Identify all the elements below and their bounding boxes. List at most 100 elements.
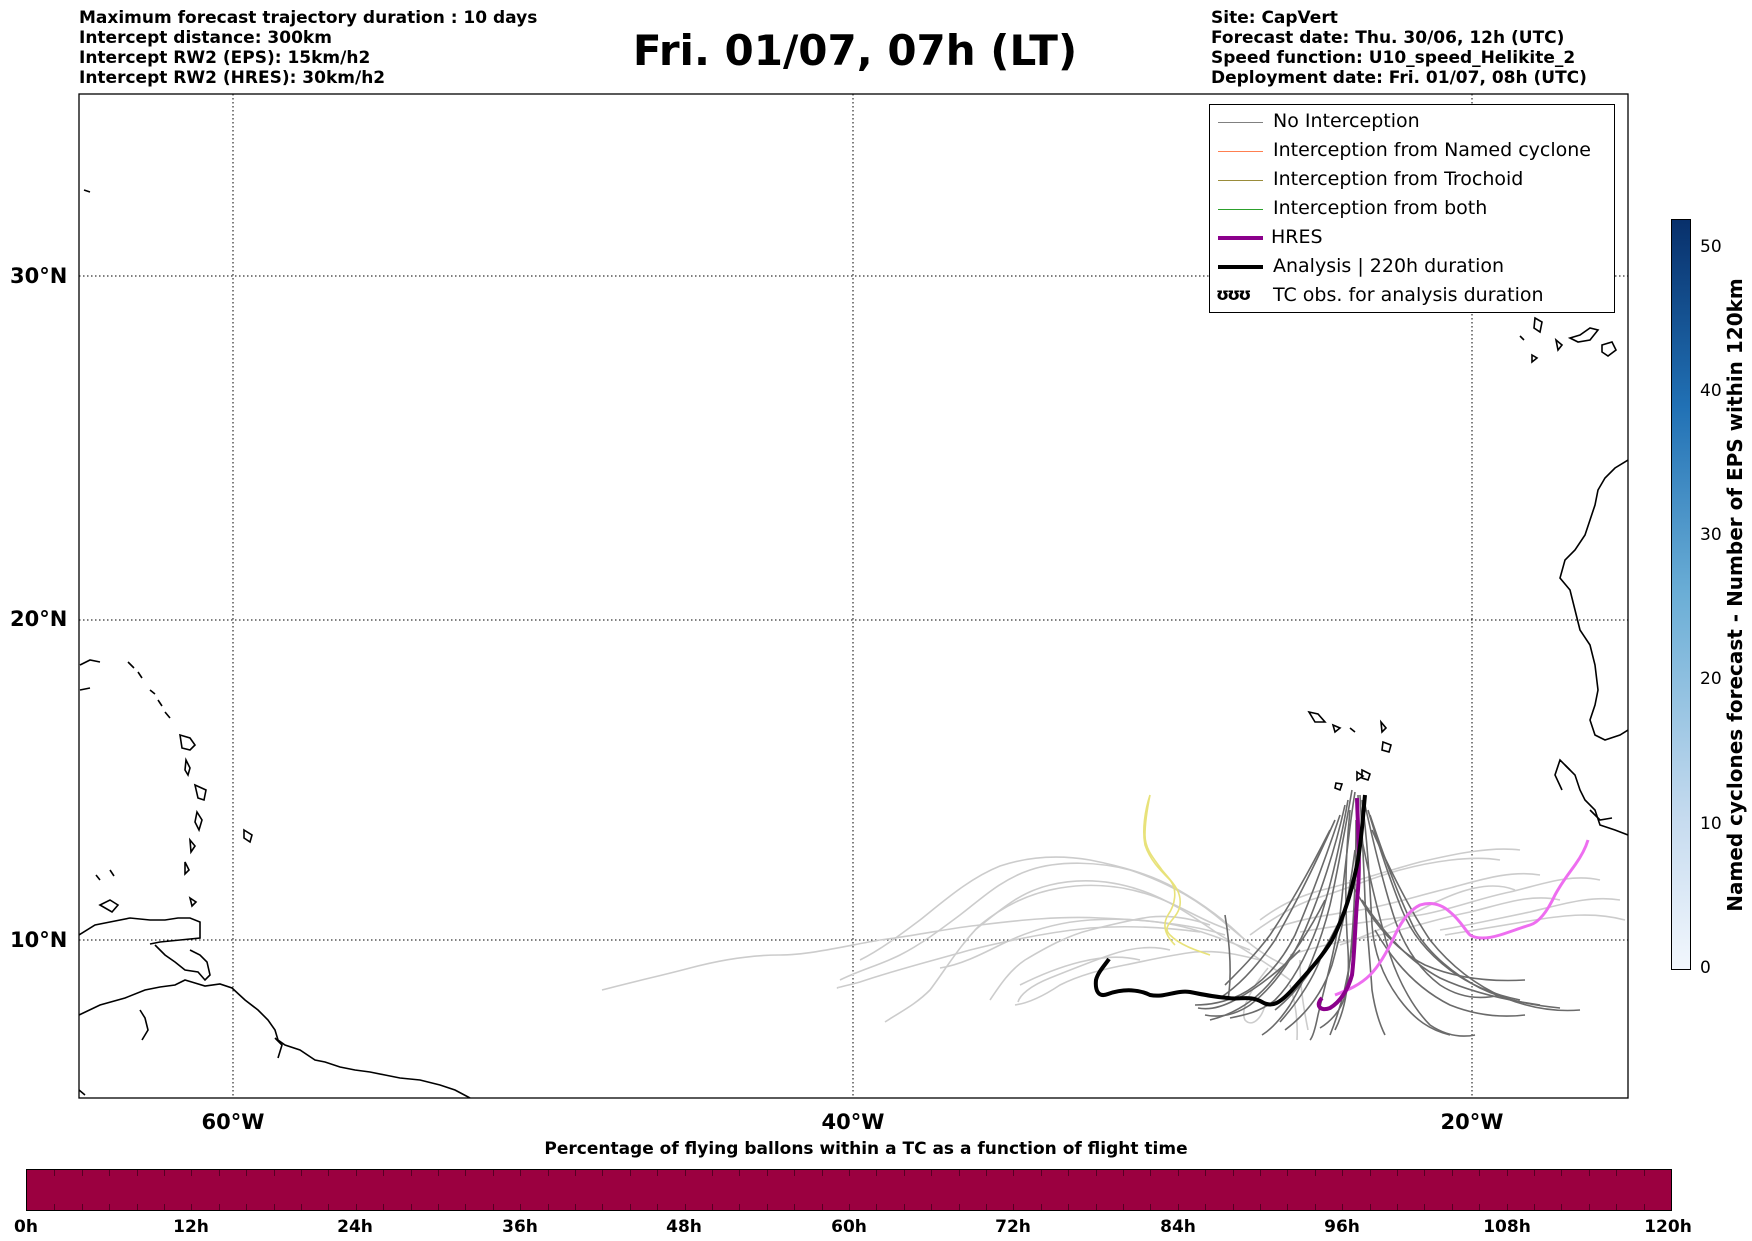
colorbar-tick: 48h <box>666 1217 702 1237</box>
colorbar-minor-tick <box>903 1170 905 1176</box>
trajectory <box>1349 879 1526 982</box>
colorbar-minor-tick <box>1479 1170 1481 1176</box>
island <box>188 896 198 908</box>
colorbar-minor-tick <box>712 1170 713 1176</box>
trajectory <box>1259 848 1521 921</box>
islands-virgin <box>127 661 171 719</box>
colorbar-minor-tick <box>1616 1204 1618 1210</box>
colorbar-minor-tick <box>1643 1204 1645 1210</box>
colorbar-minor-tick <box>1013 1204 1015 1210</box>
colorbar-tick: 72h <box>995 1217 1031 1237</box>
colorbar-minor-tick <box>300 1170 302 1176</box>
coast-lake <box>139 1009 149 1041</box>
island-cabo-verde <box>1331 723 1342 734</box>
colorbar-minor-tick <box>657 1204 659 1210</box>
colorbar-minor-tick <box>1616 1170 1618 1176</box>
lat-label-30n: 30°N <box>10 264 68 288</box>
legend-item-hres: HRES <box>1210 225 1614 254</box>
trajectory <box>1261 789 1353 1036</box>
colorbar-minor-tick <box>876 1204 878 1210</box>
colorbar-minor-tick <box>547 1204 549 1210</box>
colorbar-minor-tick <box>520 1204 522 1210</box>
colorbar-minor-tick <box>1369 1170 1371 1176</box>
legend-item-no-interception: No Interception <box>1210 109 1614 138</box>
analysis-trajectory <box>1093 794 1367 1007</box>
colorbar-minor-tick <box>1232 1204 1234 1210</box>
colorbar-minor-tick <box>1506 1170 1508 1176</box>
legend-swatch <box>1218 122 1263 123</box>
colorbar-minor-tick <box>246 1170 248 1176</box>
colorbar-minor-tick <box>794 1170 796 1176</box>
colorbar-minor-tick <box>739 1170 741 1176</box>
header-line: Forecast date: Thu. 30/06, 12h (UTC) <box>1211 28 1565 48</box>
island-bermuda <box>83 189 91 193</box>
legend-item-both: Interception from both <box>1210 196 1614 225</box>
colorbar-minor-tick <box>520 1170 522 1176</box>
colorbar-minor-tick <box>1479 1204 1481 1210</box>
colorbar-tick: 10 <box>1700 814 1722 834</box>
coast-trinidad <box>154 944 211 982</box>
header-line: Deployment date: Fri. 01/07, 08h (UTC) <box>1211 68 1587 88</box>
colorbar-minor-tick <box>958 1204 960 1210</box>
colorbar-minor-tick <box>1534 1204 1535 1210</box>
header-info-left: Maximum forecast trajectory duration : 1… <box>79 8 537 88</box>
colorbar-minor-tick <box>273 1170 275 1176</box>
island-barbados <box>243 828 253 844</box>
island-cabo-verde <box>1361 768 1371 782</box>
colorbar-minor-tick <box>109 1204 111 1210</box>
colorbar-minor-tick <box>1205 1170 1207 1176</box>
island-st-vincent <box>188 837 196 855</box>
colorbar-minor-tick <box>1122 1170 1124 1176</box>
island-cabo-verde <box>1381 740 1392 753</box>
colorbar-minor-tick <box>931 1204 933 1210</box>
colorbar-minor-tick <box>1260 1170 1261 1176</box>
colorbar-minor-tick <box>438 1204 439 1210</box>
colorbar-tick: 20 <box>1700 669 1722 689</box>
colorbar-minor-tick <box>821 1170 823 1176</box>
trajectory <box>1299 959 1309 1031</box>
map-legend: No Interception Interception from Named … <box>1209 104 1615 313</box>
cyclone-symbol-icon: ʊʊʊ <box>1216 285 1251 305</box>
colorbar-minor-tick <box>684 1204 686 1210</box>
colorbar-minor-tick <box>766 1170 768 1176</box>
colorbar-minor-tick <box>54 1170 56 1176</box>
colorbar-minor-tick <box>163 1170 165 1176</box>
colorbar-minor-tick <box>383 1170 385 1176</box>
colorbar-minor-tick <box>1260 1204 1261 1210</box>
colorbar-minor-tick <box>1643 1170 1645 1176</box>
colorbar-minor-tick <box>1287 1204 1289 1210</box>
colorbar-minor-tick <box>1424 1170 1426 1176</box>
colorbar-label: Named cyclones forecast - Number of EPS … <box>1723 278 1747 912</box>
trajectory <box>1279 959 1321 1023</box>
legend-item-tc-obs: ʊʊʊ TC obs. for analysis duration <box>1210 283 1614 312</box>
colorbar-minor-tick <box>876 1170 878 1176</box>
trajectory <box>1224 829 1331 986</box>
colorbar-minor-tick <box>739 1204 741 1210</box>
colorbar-tick: 30 <box>1700 525 1722 545</box>
colorbar-minor-tick <box>903 1204 905 1210</box>
colorbar-minor-tick <box>355 1170 357 1176</box>
colorbar-minor-tick <box>1451 1204 1453 1210</box>
colorbar-minor-tick <box>438 1170 439 1176</box>
coast-venezuela <box>79 917 201 945</box>
colorbar-minor-tick <box>1068 1204 1070 1210</box>
trajectory <box>1017 946 1171 1003</box>
colorbar-minor-tick <box>81 1170 83 1176</box>
trajectory <box>1361 799 1451 1036</box>
colorbar-minor-tick <box>684 1170 686 1176</box>
legend-item-named-cyclone: Interception from Named cyclone <box>1210 138 1614 167</box>
colorbar-minor-tick <box>1095 1204 1097 1210</box>
trajectory <box>1361 839 1476 1037</box>
colorbar-minor-tick <box>300 1204 302 1210</box>
coast-sa-west <box>79 1089 86 1096</box>
colorbar-minor-tick <box>821 1204 823 1210</box>
colorbar-minor-tick <box>1397 1204 1398 1210</box>
colorbar-tick: 84h <box>1160 1217 1196 1237</box>
colorbar-minor-tick <box>986 1170 987 1176</box>
legend-item-analysis: Analysis | 220h duration <box>1210 254 1614 283</box>
colorbar-tick: 12h <box>173 1217 209 1237</box>
island-cabo-verde <box>1334 782 1344 792</box>
colorbar-minor-tick <box>136 1204 138 1210</box>
colorbar-minor-tick <box>218 1204 220 1210</box>
colorbar-minor-tick <box>1150 1204 1152 1210</box>
